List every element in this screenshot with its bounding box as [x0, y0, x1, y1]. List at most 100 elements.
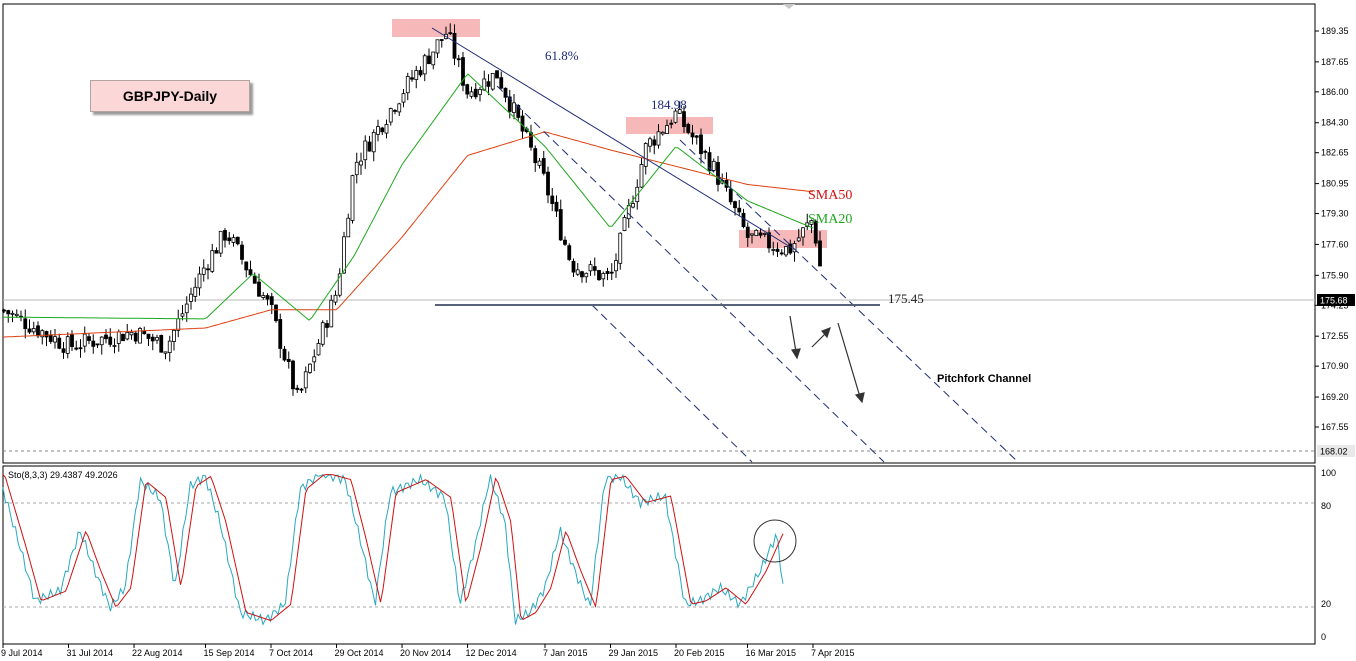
candle-body-160 [682, 111, 686, 128]
candle-body-168 [716, 162, 720, 185]
candle-body-94 [401, 93, 406, 103]
candle-body-78 [333, 294, 338, 303]
candle-body-28 [121, 333, 125, 342]
candle-body-131 [558, 209, 563, 241]
fib-label: 61.8% [545, 48, 579, 63]
candle-body-148 [631, 203, 635, 208]
candle-body-24 [104, 334, 108, 340]
candle-body-174 [741, 212, 746, 228]
candle-body-185 [788, 243, 793, 254]
price-tick-4: 182.65 [1321, 148, 1349, 158]
candle-body-153 [652, 139, 657, 146]
candle-body-35 [150, 336, 155, 342]
candle-body-112 [478, 89, 482, 95]
candle-body-119 [507, 96, 512, 112]
candle-body-125 [533, 148, 538, 164]
candle-body-90 [384, 124, 389, 134]
candle-body-98 [418, 70, 423, 76]
candle-body-2 [10, 312, 15, 315]
stoch-panel-frame [2, 465, 1316, 645]
sma50-label: SMA50 [808, 188, 852, 203]
candle-body-1 [6, 310, 11, 315]
x-tick-10: 20 Feb 2015 [674, 648, 725, 658]
x-tick-9: 29 Jan 2015 [609, 648, 659, 658]
candle-body-152 [648, 138, 652, 147]
candle-body-69 [295, 387, 300, 390]
x-tick-4: 7 Oct 2014 [269, 648, 313, 658]
candle-body-176 [750, 233, 754, 236]
candle-body-108 [461, 57, 465, 86]
candle-body-3 [14, 313, 19, 317]
low-price-tag: 168.02 [1320, 447, 1348, 457]
pitchfork-lower [591, 304, 753, 463]
candle-body-109 [465, 84, 470, 95]
candle-body-145 [618, 232, 623, 264]
pitchfork-middle [496, 85, 885, 463]
candle-body-11 [48, 334, 53, 342]
stoch-tick-0: 100 [1321, 468, 1336, 478]
candle-body-34 [146, 333, 151, 339]
candle-body-157 [669, 122, 674, 125]
price-tick-6: 179.30 [1321, 209, 1349, 219]
candle-body-146 [622, 217, 627, 231]
candle-body-173 [737, 207, 742, 213]
candle-body-150 [639, 164, 644, 188]
candle-body-171 [728, 188, 733, 203]
symbol-title-box: GBPJPY-Daily [90, 80, 250, 112]
candle-body-20 [87, 336, 91, 341]
candle-body-38 [163, 351, 168, 354]
scenario-arrows [789, 315, 865, 404]
price-tick-10: 172.55 [1321, 331, 1349, 341]
candle-body-29 [125, 331, 130, 340]
candle-body-178 [758, 232, 763, 236]
candle-body-184 [784, 246, 788, 256]
candle-body-82 [350, 175, 355, 221]
candle-body-105 [448, 32, 453, 35]
candle-body-67 [286, 358, 291, 362]
candle-body-96 [410, 77, 414, 80]
candle-body-177 [754, 229, 759, 237]
price-tick-1: 187.65 [1321, 57, 1349, 67]
candle-body-144 [614, 260, 618, 272]
candle-body-172 [733, 201, 737, 209]
candle-body-45 [193, 286, 198, 297]
x-tick-0: 9 Jul 2014 [1, 648, 43, 658]
candle-body-180 [767, 232, 771, 249]
price-tick-13: 167.55 [1321, 422, 1349, 432]
candle-body-48 [206, 268, 210, 271]
price-tick-5: 180.95 [1321, 179, 1349, 189]
price-panel-frame [2, 3, 1316, 464]
price-tick-11: 170.90 [1321, 361, 1349, 371]
candle-body-136 [580, 271, 584, 278]
candle-body-56 [240, 244, 244, 260]
candle-body-183 [779, 252, 784, 255]
candle-body-31 [133, 332, 138, 342]
candle-body-53 [227, 237, 232, 242]
candle-body-92 [393, 110, 397, 112]
x-tick-2: 22 Aug 2014 [132, 648, 183, 658]
candle-body-116 [495, 70, 499, 79]
candle-body-115 [490, 73, 495, 90]
candle-body-19 [82, 333, 87, 347]
candle-body-58 [248, 269, 253, 276]
candle-body-39 [167, 340, 172, 353]
candle-body-89 [380, 127, 385, 133]
x-tick-3: 15 Sep 2014 [204, 648, 255, 658]
candle-body-7 [31, 328, 36, 333]
candle-body-188 [801, 227, 805, 238]
candles [2, 23, 822, 396]
candle-body-97 [414, 70, 419, 80]
candle-body-162 [690, 132, 695, 138]
candle-body-151 [643, 143, 648, 167]
sma50-line [2, 131, 814, 338]
candle-body-26 [112, 345, 117, 347]
candle-body-84 [359, 160, 363, 166]
candle-body-41 [176, 318, 181, 331]
candle-body-63 [269, 296, 274, 305]
candle-body-87 [371, 131, 376, 153]
candle-body-68 [291, 360, 295, 390]
candle-body-132 [563, 239, 567, 245]
price-axis: 189.35 187.65 186.00 184.30 182.65 180.95 179.… [1315, 26, 1349, 432]
candle-body-142 [605, 271, 610, 274]
candle-body-155 [660, 131, 665, 135]
